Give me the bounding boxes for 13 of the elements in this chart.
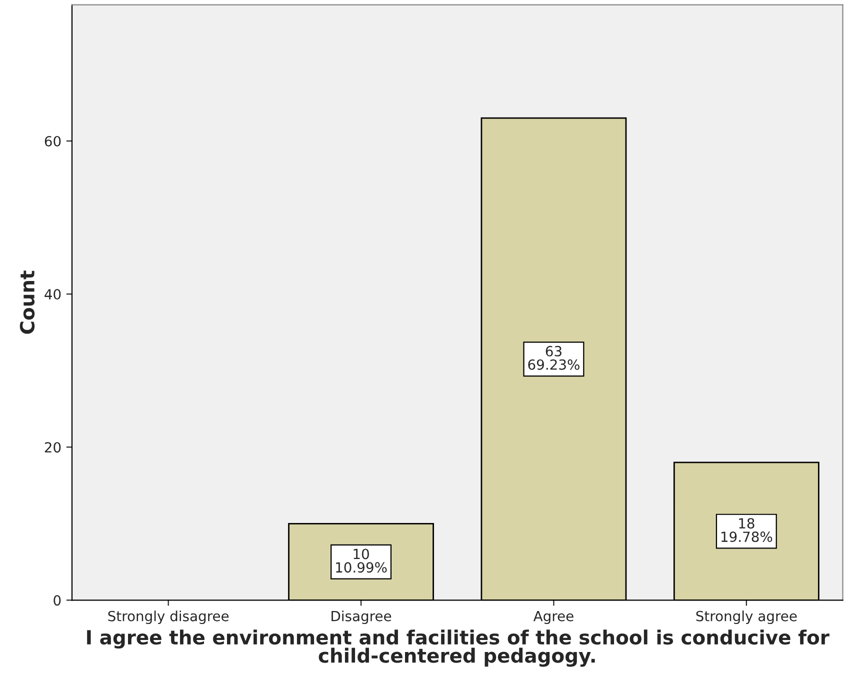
data-label: 18 19.78% (721, 518, 772, 542)
data-label: 10 10.99% (336, 548, 387, 573)
y-tick-label: 60 (44, 136, 61, 146)
y-tick-label: 40 (44, 289, 61, 300)
y-tick-label: 20 (44, 442, 61, 453)
data-label: 63 69.23% (528, 346, 580, 370)
y-axis-title: Count (20, 270, 35, 334)
y-tick-label: 0 (54, 595, 61, 606)
x-tick-label: Disagree (332, 610, 392, 624)
x-tick-label: Agree (533, 611, 574, 624)
x-axis-title: I agree the environment and facilities of the school is conducive for child-centered pedagogy. (87, 630, 830, 667)
x-tick-label: Strongly disagree (108, 610, 229, 624)
x-tick-label: Strongly agree (696, 610, 797, 624)
